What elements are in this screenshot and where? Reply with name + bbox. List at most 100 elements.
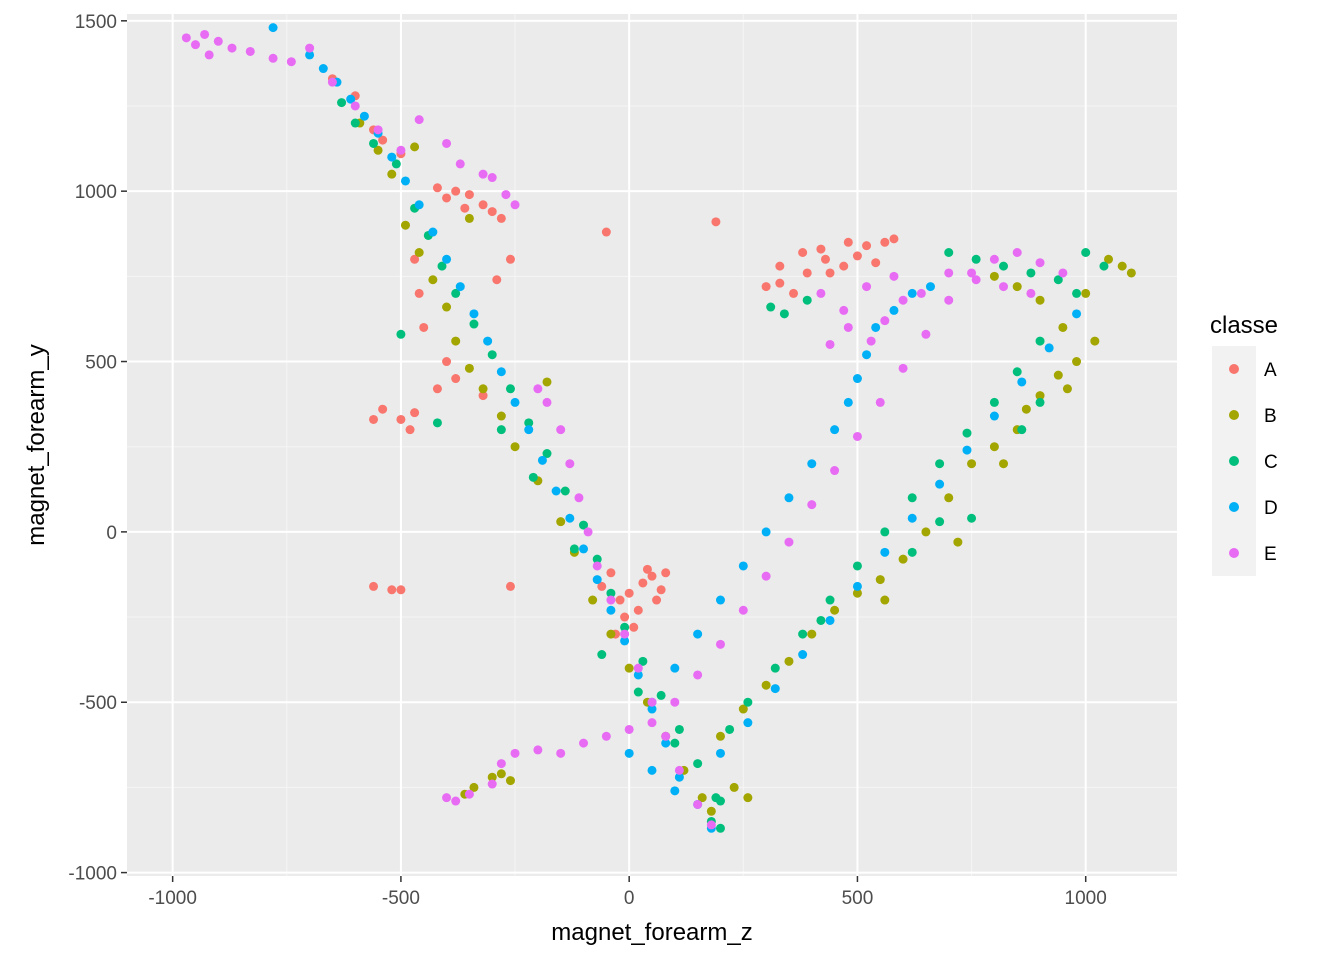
point-E [510, 748, 520, 758]
point-C [337, 98, 347, 108]
point-C [999, 261, 1009, 271]
point-E [533, 745, 543, 755]
point-D [807, 459, 817, 469]
point-E [245, 46, 255, 56]
point-C [944, 247, 954, 257]
point-A [647, 571, 657, 581]
point-C [1035, 397, 1045, 407]
point-C [989, 397, 999, 407]
point-E [862, 282, 872, 292]
point-E [213, 36, 223, 46]
point-E [967, 268, 977, 278]
point-D [551, 486, 561, 496]
point-B [624, 663, 634, 673]
x-axis: -1000 -500 0 500 1000 [148, 876, 1107, 909]
point-B [898, 554, 908, 564]
point-E [839, 305, 849, 315]
point-D [935, 479, 945, 489]
x-tick-label: 1000 [1065, 888, 1107, 909]
point-E [606, 595, 616, 605]
point-A [492, 275, 502, 285]
point-E [601, 731, 611, 741]
point-E [510, 200, 520, 210]
point-E [583, 527, 593, 537]
point-D [1072, 309, 1082, 319]
point-B [496, 769, 506, 779]
legend-marker-B [1229, 410, 1239, 420]
point-D [428, 227, 438, 237]
legend-marker-E [1229, 548, 1239, 558]
point-E [478, 169, 488, 179]
point-E [1012, 247, 1022, 257]
point-C [715, 796, 725, 806]
point-C [670, 738, 680, 748]
point-D [661, 738, 671, 748]
point-E [999, 282, 1009, 292]
point-C [1072, 288, 1082, 298]
point-B [464, 363, 474, 373]
point-C [1099, 261, 1109, 271]
point-A [802, 268, 812, 278]
point-C [451, 288, 461, 298]
point-A [656, 585, 666, 595]
point-A [369, 581, 379, 591]
point-A [820, 254, 830, 264]
point-D [606, 605, 616, 615]
x-tick-label: 500 [842, 888, 874, 909]
point-E [451, 796, 461, 806]
point-B [743, 793, 753, 803]
point-A [880, 237, 890, 247]
point-A [505, 581, 515, 591]
point-D [305, 50, 315, 60]
point-E [807, 500, 817, 510]
point-D [633, 670, 643, 680]
point-D [469, 309, 479, 319]
point-A [629, 622, 639, 632]
point-E [693, 799, 703, 809]
y-tick-label: 0 [106, 523, 117, 544]
point-E [227, 43, 237, 53]
point-E [574, 493, 584, 503]
point-C [779, 309, 789, 319]
point-C [935, 517, 945, 527]
point-D [624, 748, 634, 758]
data-points [181, 23, 1136, 833]
point-D [738, 561, 748, 571]
point-C [350, 118, 360, 128]
point-B [1021, 404, 1031, 414]
point-D [1044, 343, 1054, 353]
point-A [775, 261, 785, 271]
point-A [839, 261, 849, 271]
point-E [875, 397, 885, 407]
point-C [496, 425, 506, 435]
point-D [510, 397, 520, 407]
point-A [478, 391, 488, 401]
point-D [387, 152, 397, 162]
point-D [798, 650, 808, 660]
point-E [830, 466, 840, 476]
point-E [921, 329, 931, 339]
point-C [1026, 268, 1036, 278]
point-E [496, 759, 506, 769]
y-axis: -1000 -500 0 500 1000 1500 [68, 12, 127, 885]
point-E [944, 268, 954, 278]
point-A [387, 585, 397, 595]
point-B [387, 169, 397, 179]
point-B [706, 806, 716, 816]
point-D [743, 718, 753, 728]
point-B [784, 656, 794, 666]
point-E [816, 288, 826, 298]
point-B [729, 782, 739, 792]
legend-label-B: B [1264, 406, 1277, 427]
point-A [825, 268, 835, 278]
point-D [674, 772, 684, 782]
point-C [1081, 247, 1091, 257]
point-A [396, 585, 406, 595]
point-B [1035, 391, 1045, 401]
point-B [487, 772, 497, 782]
point-E [327, 77, 337, 87]
point-C [825, 595, 835, 605]
point-E [501, 190, 511, 200]
point-C [798, 629, 808, 639]
